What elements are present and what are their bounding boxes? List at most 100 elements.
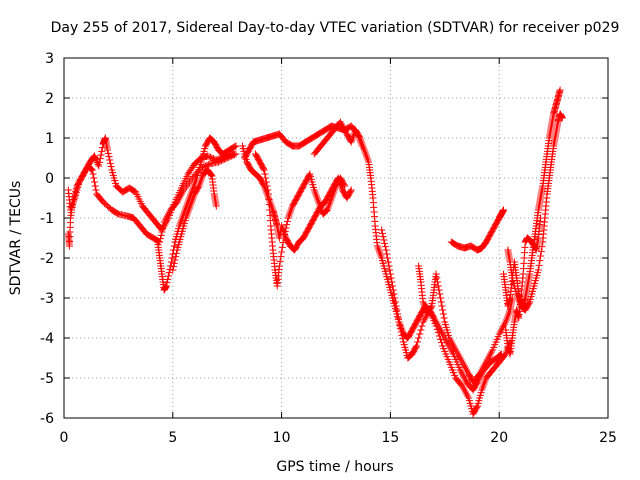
- x-tick-label: 0: [60, 430, 69, 446]
- y-tick-label: -2: [40, 251, 54, 267]
- series-track-k: [447, 206, 508, 254]
- data-point: [381, 243, 389, 251]
- data-point: [438, 302, 446, 310]
- data-point: [387, 274, 395, 282]
- data-point: [167, 262, 175, 270]
- x-tick-label: 20: [490, 430, 508, 446]
- data-point: [536, 257, 544, 265]
- data-point: [280, 234, 288, 242]
- data-point: [378, 226, 386, 234]
- data-point: [93, 157, 101, 165]
- data-point: [91, 154, 99, 162]
- data-point: [432, 322, 440, 330]
- data-point: [157, 231, 165, 239]
- data-point: [391, 294, 399, 302]
- data-point: [385, 262, 393, 270]
- data-point: [172, 253, 180, 261]
- y-tick-label: 1: [45, 131, 54, 147]
- data-point: [167, 258, 175, 266]
- x-tick-label: 15: [381, 430, 399, 446]
- data-point: [283, 221, 291, 229]
- data-point: [171, 256, 179, 264]
- data-point: [556, 86, 564, 94]
- data-point: [415, 334, 423, 342]
- data-point: [395, 318, 403, 326]
- data-point: [165, 269, 173, 277]
- data-point: [232, 142, 240, 150]
- series-track-j: [415, 262, 516, 386]
- data-point: [104, 146, 112, 154]
- data-point: [414, 338, 422, 346]
- data-point: [264, 186, 272, 194]
- x-tick-label: 25: [599, 430, 617, 446]
- data-point: [341, 182, 349, 190]
- series-track-n: [502, 214, 545, 358]
- data-point: [90, 174, 98, 182]
- data-point: [283, 217, 291, 225]
- data-point: [436, 290, 444, 298]
- chart-title: Day 255 of 2017, Sidereal Day-to-day VTE…: [51, 20, 620, 36]
- data-point: [378, 229, 386, 237]
- data-point: [473, 403, 481, 411]
- data-point: [440, 314, 448, 322]
- data-point: [500, 206, 508, 214]
- x-axis-label: GPS time / hours: [276, 459, 393, 475]
- data-point: [230, 150, 238, 158]
- series-track-c: [154, 134, 240, 294]
- data-point: [105, 153, 113, 161]
- data-point: [433, 274, 441, 282]
- data-point: [204, 161, 212, 169]
- data-point: [392, 302, 400, 310]
- data-point: [558, 114, 566, 122]
- data-point: [434, 282, 442, 290]
- data-point: [204, 152, 212, 160]
- data-point: [262, 178, 270, 186]
- data-point: [347, 187, 355, 195]
- data-point: [382, 246, 390, 254]
- y-tick-label: -3: [40, 291, 54, 307]
- data-point: [217, 154, 225, 162]
- data-point: [278, 243, 286, 251]
- data-point: [207, 153, 215, 161]
- data-point: [416, 330, 424, 338]
- data-point: [107, 163, 115, 171]
- y-tick-label: 0: [45, 171, 54, 187]
- data-point: [391, 298, 399, 306]
- data-points: [64, 86, 566, 418]
- data-point: [534, 266, 542, 274]
- x-tick-label: 5: [168, 430, 177, 446]
- data-point: [208, 154, 216, 162]
- data-point: [397, 325, 405, 333]
- data-point: [432, 270, 440, 278]
- data-point: [435, 332, 443, 340]
- y-tick-label: -5: [40, 371, 54, 387]
- y-tick-label: -4: [40, 331, 54, 347]
- data-point: [535, 261, 543, 269]
- data-point: [214, 155, 222, 163]
- data-point: [386, 270, 394, 278]
- data-point: [434, 278, 442, 286]
- data-point: [91, 182, 99, 190]
- data-point: [398, 331, 406, 339]
- data-point: [263, 182, 271, 190]
- data-point: [282, 224, 290, 232]
- x-tick-labels: 0 5 10 15 20 25: [60, 430, 617, 446]
- data-point: [394, 310, 402, 318]
- data-point: [436, 294, 444, 302]
- data-point: [276, 257, 284, 265]
- y-tick-label: 3: [45, 51, 54, 67]
- data-point: [383, 254, 391, 262]
- y-axis-label: SDTVAR / TECUs: [8, 181, 24, 296]
- data-point: [397, 328, 405, 336]
- data-point: [259, 165, 267, 173]
- series-track-e: [241, 122, 366, 162]
- data-point: [537, 214, 545, 222]
- data-point: [201, 162, 209, 170]
- data-point: [436, 335, 444, 343]
- data-point: [261, 170, 269, 178]
- data-point: [92, 155, 100, 163]
- data-point: [389, 282, 397, 290]
- data-point: [393, 306, 401, 314]
- plot-frame: [63, 57, 609, 419]
